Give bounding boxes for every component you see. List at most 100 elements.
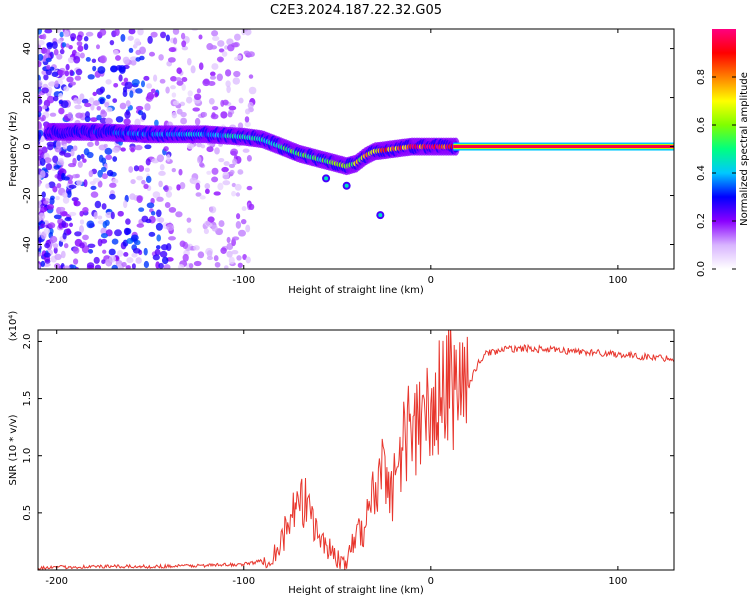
heatmap-cell	[38, 53, 44, 61]
heatmap-cell	[211, 30, 219, 37]
heatmap-cell	[131, 252, 138, 258]
heatmap-cell	[38, 105, 43, 113]
colorbar-tick-label: 0.8	[696, 69, 707, 85]
heatmap-cell	[163, 264, 171, 269]
heatmap-cell	[223, 161, 230, 166]
heatmap-cell	[234, 33, 241, 41]
heatmap-cell	[60, 211, 68, 217]
heatmap-stray-point	[344, 183, 349, 188]
heatmap-cell	[114, 229, 122, 237]
heatmap-cell	[38, 144, 42, 152]
heatmap-cell	[72, 246, 80, 254]
heatmap-cell	[206, 146, 214, 153]
heatmap-cell	[61, 220, 67, 228]
heatmap-cell	[123, 118, 131, 126]
heatmap-cell	[158, 262, 164, 269]
heatmap-cell	[237, 169, 244, 175]
heatmap-cell	[227, 44, 235, 52]
heatmap-cell	[73, 55, 81, 64]
heatmap-cell	[62, 265, 71, 269]
heatmap-cell	[45, 183, 50, 189]
heatmap-cell	[221, 51, 228, 57]
heatmap-cell	[231, 250, 239, 255]
heatmap-cell	[100, 233, 108, 239]
heatmap-cell	[200, 144, 206, 149]
heatmap-y-ticks: -40 -20 0 20 40	[22, 42, 674, 253]
heatmap-cell	[97, 169, 104, 178]
heatmap-cell	[63, 152, 72, 158]
heatmap-cell	[214, 261, 221, 268]
heatmap-cell	[134, 144, 143, 151]
heatmap-cell	[39, 158, 46, 166]
heatmap-cell	[211, 63, 219, 70]
heatmap-cell	[109, 193, 116, 200]
heatmap-cell	[229, 169, 235, 175]
heatmap-y-tick-label: 20	[22, 91, 33, 104]
heatmap-cell	[82, 158, 87, 163]
heatmap-cell	[211, 176, 219, 183]
heatmap-cell	[211, 167, 219, 175]
heatmap-cell	[99, 55, 107, 64]
heatmap-cell	[113, 49, 119, 56]
heatmap-cell	[158, 54, 164, 61]
heatmap-cell	[63, 86, 70, 92]
heatmap-cell	[64, 216, 72, 222]
heatmap-cell	[196, 156, 202, 164]
heatmap-cell	[125, 100, 131, 107]
heatmap-cell	[176, 80, 184, 86]
heatmap-cell	[155, 245, 161, 250]
snr-x-tick-label: -200	[45, 576, 68, 587]
heatmap-cell	[131, 263, 136, 269]
heatmap-cell	[49, 235, 58, 244]
heatmap-cell	[170, 85, 176, 90]
heatmap-cell	[244, 121, 251, 128]
heatmap-cell	[54, 253, 62, 261]
heatmap-cell	[79, 219, 85, 225]
heatmap-cell	[248, 203, 255, 211]
heatmap-cell	[81, 98, 89, 104]
heatmap-cell	[180, 117, 188, 125]
heatmap-cell	[73, 199, 78, 206]
heatmap-cell	[67, 112, 73, 119]
heatmap-cell	[156, 196, 164, 202]
heatmap-cell	[143, 247, 148, 256]
heatmap-cell	[237, 122, 244, 130]
heatmap-cell	[96, 88, 104, 95]
heatmap-cell	[86, 262, 95, 269]
heatmap-cell	[125, 265, 131, 269]
heatmap-cell	[235, 220, 242, 229]
heatmap-cell	[222, 171, 230, 180]
heatmap-cell	[135, 257, 142, 264]
heatmap-cell	[207, 216, 215, 223]
heatmap-cell	[76, 98, 82, 105]
heatmap-cell	[38, 225, 41, 231]
heatmap-cell	[117, 210, 124, 217]
heatmap-cell	[246, 185, 253, 191]
heatmap-cell	[166, 243, 172, 252]
heatmap-cell	[77, 45, 84, 52]
colorbar-ticks: 0.0 0.2 0.4 0.6 0.8	[696, 69, 736, 277]
heatmap-y-tick-label: -20	[22, 187, 33, 203]
heatmap-cell	[231, 236, 240, 241]
heatmap-cell	[150, 88, 156, 93]
heatmap-cell	[186, 217, 192, 223]
heatmap-cell	[193, 245, 200, 251]
heatmap-cell	[139, 55, 145, 61]
heatmap-cell	[104, 219, 110, 227]
heatmap-cell	[63, 176, 70, 181]
heatmap-cell	[226, 242, 234, 251]
heatmap-cell	[46, 95, 55, 104]
heatmap-cell	[46, 203, 55, 210]
heatmap-cell	[155, 222, 163, 231]
heatmap-cell	[221, 166, 229, 173]
heatmap-cell	[79, 210, 84, 217]
heatmap-cell	[60, 250, 66, 259]
heatmap-cell	[144, 144, 152, 150]
heatmap-cell	[168, 236, 176, 241]
heatmap-cell	[70, 148, 75, 157]
heatmap-cell	[79, 225, 84, 234]
heatmap-cell	[38, 212, 46, 220]
heatmap-cell	[74, 173, 81, 179]
heatmap-x-ticks: -200 -100 0 100	[45, 29, 627, 286]
snr-x-tick-label: 100	[608, 576, 627, 587]
